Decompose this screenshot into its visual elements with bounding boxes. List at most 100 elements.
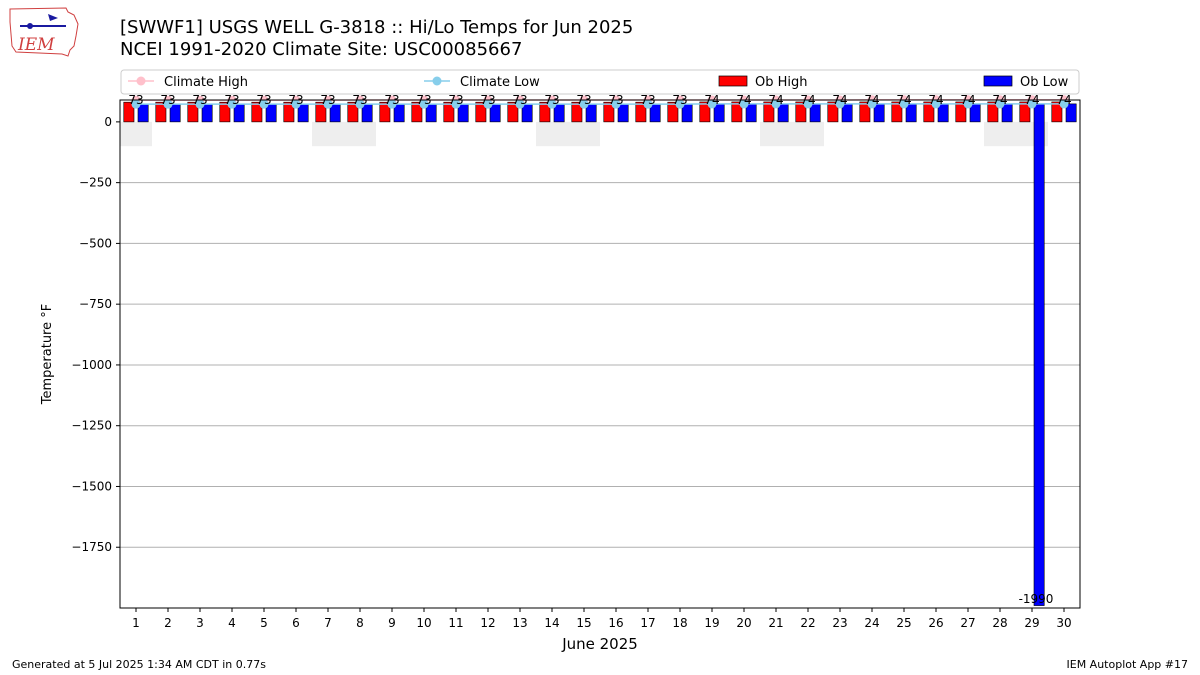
climate-low-point	[675, 99, 685, 109]
ob-high-bar	[667, 101, 679, 123]
climate-low-point	[1027, 99, 1037, 109]
x-tick-label: 5	[260, 616, 268, 630]
chart-title: [SWWF1] USGS WELL G-3818 :: Hi/Lo Temps …	[120, 17, 633, 61]
climate-low-point	[867, 99, 877, 109]
y-tick-label: 0	[104, 115, 112, 129]
x-tick-label: 27	[960, 616, 975, 630]
x-tick-label: 26	[928, 616, 943, 630]
y-tick-label: −750	[79, 297, 112, 311]
climate-low-point	[771, 99, 781, 109]
climate-low-point	[355, 99, 365, 109]
ob-high-bar	[763, 101, 775, 123]
legend-swatch-marker	[432, 76, 442, 86]
x-tick-label: 21	[768, 616, 783, 630]
ob-low-bar	[1065, 103, 1077, 123]
y-axis-label: Temperature °F	[40, 304, 55, 405]
ob-high-bar	[699, 101, 711, 123]
x-tick-label: 12	[480, 616, 495, 630]
plot-frame	[119, 99, 1081, 609]
climate-low-point	[163, 99, 173, 109]
ob-high-bar	[635, 101, 647, 123]
climate-low-point	[643, 99, 653, 109]
ob-high-bar	[891, 101, 903, 123]
climate-low-point	[579, 99, 589, 109]
x-tick-label: 10	[416, 616, 431, 630]
climate-low-point	[483, 99, 493, 109]
ob-high-bar	[827, 101, 839, 123]
y-tick-label: −1000	[71, 358, 112, 372]
ob-high-bar	[507, 101, 519, 123]
x-tick-label: 30	[1056, 616, 1071, 630]
legend-swatch-bar	[983, 75, 1013, 87]
title-line-2: NCEI 1991-2020 Climate Site: USC00085667	[120, 39, 523, 60]
climate-low-point	[803, 99, 813, 109]
climate-low-point	[451, 99, 461, 109]
x-tick-label: 3	[196, 616, 204, 630]
legend-label: Climate Low	[460, 75, 540, 90]
ob-high-bar	[251, 101, 263, 123]
y-tick-label: −250	[79, 176, 112, 190]
x-tick-label: 29	[1024, 616, 1039, 630]
climate-low-point	[323, 99, 333, 109]
y-tick-label: −500	[79, 236, 112, 250]
x-tick-label: 25	[896, 616, 911, 630]
legend-label: Ob Low	[1020, 75, 1069, 90]
climate-low-point	[547, 99, 557, 109]
app-label: IEM Autoplot App #17	[1066, 658, 1189, 671]
ob-high-bar	[411, 101, 423, 123]
generated-timestamp: Generated at 5 Jul 2025 1:34 AM CDT in 0…	[12, 658, 266, 671]
climate-low-point	[291, 99, 301, 109]
climate-low-point	[195, 99, 205, 109]
x-tick-label: 15	[576, 616, 591, 630]
weekend-shade	[984, 121, 1016, 147]
ob-high-bar	[1051, 101, 1063, 123]
y-tick-label: −1500	[71, 479, 112, 493]
x-tick-label: 1	[132, 616, 140, 630]
value-annotation: -1990	[1019, 592, 1054, 606]
climate-low-point	[611, 99, 621, 109]
x-tick-label: 24	[864, 616, 879, 630]
legend-label: Ob High	[755, 75, 808, 90]
legend-swatch-bar	[718, 75, 748, 87]
x-tick-label: 14	[544, 616, 559, 630]
x-tick-label: 7	[324, 616, 332, 630]
y-tick-label: −1750	[71, 540, 112, 554]
climate-low-point	[835, 99, 845, 109]
logo-text: IEM	[17, 35, 55, 55]
ob-high-bar	[923, 101, 935, 123]
ob-high-bar	[443, 101, 455, 123]
climate-low-point	[995, 99, 1005, 109]
x-tick-label: 16	[608, 616, 623, 630]
weekend-shade	[792, 121, 824, 147]
climate-low-point	[259, 99, 269, 109]
climate-low-point	[931, 99, 941, 109]
ob-high-bar	[731, 101, 743, 123]
x-tick-label: 2	[164, 616, 172, 630]
weekend-shade	[568, 121, 600, 147]
ob-high-bar	[347, 101, 359, 123]
x-tick-label: 28	[992, 616, 1007, 630]
x-tick-label: 20	[736, 616, 751, 630]
iem-logo: IEM	[8, 6, 80, 58]
y-tick-label: −1250	[71, 419, 112, 433]
ob-high-bar	[187, 101, 199, 123]
x-tick-label: 11	[448, 616, 463, 630]
ob-low-bar	[1033, 103, 1045, 606]
x-tick-label: 17	[640, 616, 655, 630]
ob-high-bar	[283, 101, 295, 123]
ob-high-bar	[315, 101, 327, 123]
x-tick-label: 4	[228, 616, 236, 630]
legend-label: Climate High	[164, 75, 248, 90]
climate-low-point	[419, 99, 429, 109]
x-axis-label: June 2025	[561, 635, 638, 653]
climate-low-point	[707, 99, 717, 109]
weekend-shade	[344, 121, 376, 147]
x-tick-label: 18	[672, 616, 687, 630]
weekend-shade	[536, 121, 568, 147]
x-tick-label: 23	[832, 616, 847, 630]
ob-high-bar	[987, 101, 999, 123]
x-tick-label: 22	[800, 616, 815, 630]
x-tick-label: 8	[356, 616, 364, 630]
legend-swatch-marker	[136, 76, 146, 86]
